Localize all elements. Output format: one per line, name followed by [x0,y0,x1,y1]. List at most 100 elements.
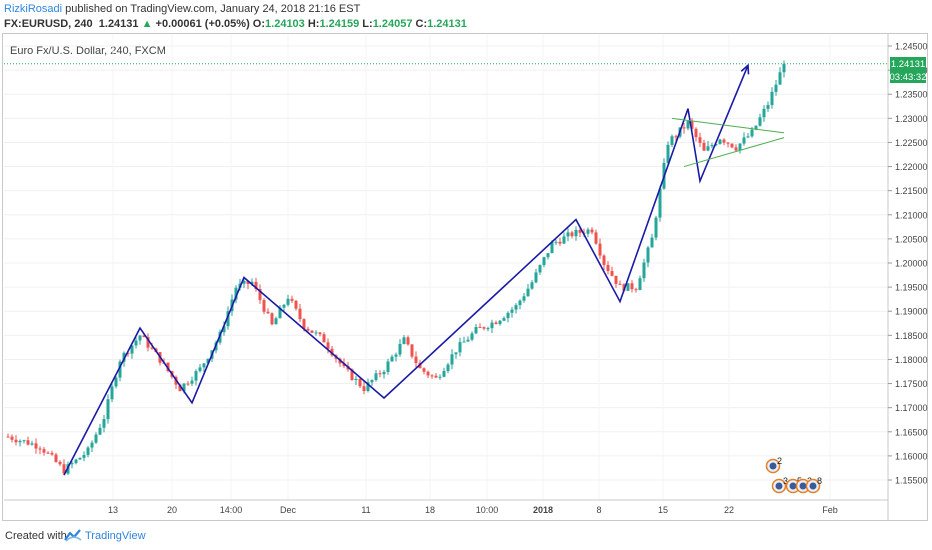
time-tick-label: Feb [822,505,838,515]
candle-body [222,326,226,333]
candle-body [518,300,522,306]
candle-body [70,463,74,465]
tradingview-logo-icon[interactable] [64,528,82,542]
candle-body [62,464,66,474]
time-tick-label: 18 [425,505,435,515]
candle-body [318,332,322,335]
event-markers[interactable]: 23528 [765,456,823,494]
candle-body [54,454,58,462]
close-value: 1.24131 [427,18,467,30]
candle-body [718,139,722,144]
chart-header: RizkiRosadi published on TradingView.com… [0,0,932,32]
flag-icon [789,482,797,490]
candle-body [778,72,782,85]
author-link[interactable]: RizkiRosadi [4,3,63,15]
candle-body [150,347,154,349]
candle-body [674,136,678,138]
candle-body [622,284,626,291]
candle-body [126,352,130,354]
close-label: C: [415,18,428,30]
candle-body [586,229,590,234]
candle-body [242,280,246,284]
candle-body [530,282,534,289]
candle-body [546,253,550,258]
candle-body [254,281,258,290]
price-tags: 1.24131 03:43:32 [890,57,926,83]
candle-body [434,375,438,378]
candle-body [322,334,326,343]
candle-body [602,255,606,265]
candle-body [22,440,26,442]
symbol-label[interactable]: FX:EURUSD, 240 [4,18,93,30]
chart-frame [2,33,928,521]
candle-body [362,386,366,392]
price-tick-label: 1.16000 [895,451,928,461]
candle-body [194,371,198,381]
candle-body [78,457,82,460]
candle-body [782,63,786,73]
candles [6,60,786,475]
candle-body [462,341,466,343]
candle-body [566,232,570,237]
price-tick-label: 1.21500 [895,186,928,196]
candle-body [722,139,726,143]
price-tag: 1.24131 [891,59,925,70]
candle-body [38,448,42,450]
candle-body [266,311,270,314]
candle-body [86,447,90,455]
candle-body [58,461,62,465]
candle-body [630,283,634,290]
candle-body [326,342,330,349]
candle-body [410,344,414,357]
candle-body [626,283,630,291]
candle-body [726,142,730,144]
price-tag-bg [890,57,926,70]
candle-body [738,143,742,151]
time-tick-label: 11 [361,505,370,515]
candle-body [570,232,574,237]
candle-body [262,300,266,312]
price-tick-label: 1.16500 [895,427,928,437]
candle-body [558,241,562,244]
time-tick-label: 8 [596,505,601,515]
candle-body [702,142,706,151]
candle-body [746,136,750,138]
flag-icon [769,462,777,470]
time-tick-label: 10:00 [476,505,499,515]
candle-body [74,459,78,464]
candle-body [698,137,702,143]
flag-icon [775,482,783,490]
price-tick-label: 1.20500 [895,234,928,244]
tradingview-link[interactable]: TradingView [85,530,146,542]
low-label: L: [362,18,373,30]
open-value: 1.24103 [265,18,305,30]
publish-text: published on TradingView.com, January 24… [62,3,361,15]
candle-body [390,356,394,362]
pane-title: Euro Fx/U.S. Dollar, 240, FXCM [10,45,166,57]
candle-body [634,289,638,291]
candle-body [394,354,398,357]
last-price: 1.24131 [98,18,139,30]
candle-body [422,368,426,372]
candle-body [666,144,670,163]
candle-body [202,363,206,368]
change-arrow-icon: ▲ [141,18,153,30]
candle-body [14,439,18,443]
candle-body [182,383,186,392]
candle-body [730,143,734,148]
publish-info: RizkiRosadi published on TradingView.com… [4,3,360,15]
candle-body [734,147,738,151]
candle-body [770,91,774,105]
time-tick-label: 20 [167,505,177,515]
zigzag-pattern-line [63,64,749,476]
candle-body [130,345,134,354]
countdown-tag-bg [890,70,926,83]
created-with-label: Created with [5,530,67,542]
candle-body [710,145,714,147]
candle-body [646,247,650,263]
event-count: 3 [783,476,788,486]
candle-body [510,309,514,313]
candle-body [166,362,170,372]
candle-body [482,327,486,329]
